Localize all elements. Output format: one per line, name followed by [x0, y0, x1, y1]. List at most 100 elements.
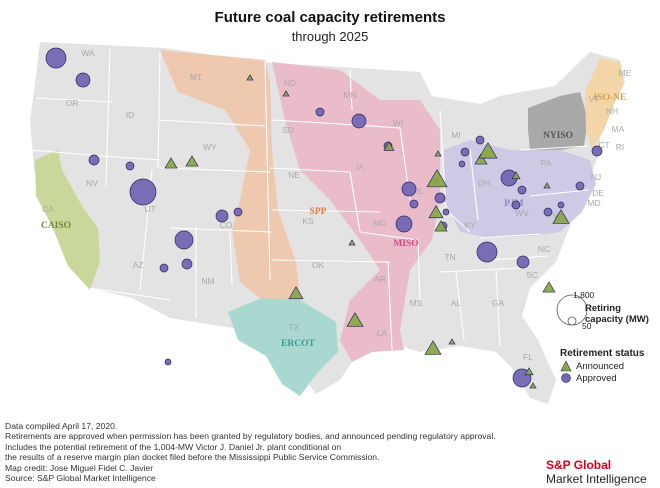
- size-legend-min-circle: [567, 316, 577, 326]
- state-label-ri: RI: [616, 142, 625, 152]
- size-legend: [556, 294, 588, 326]
- approved-retirement-marker: [434, 192, 446, 204]
- announced-retirement-marker: [474, 153, 488, 165]
- state-label-ne: NE: [288, 170, 300, 180]
- approved-retirement-marker: [442, 208, 450, 216]
- announced-retirement-marker: [164, 157, 178, 169]
- legend-approved: Approved: [560, 372, 617, 384]
- note-line: the results of a reserve margin plan doc…: [5, 452, 380, 463]
- state-label-id: ID: [126, 110, 135, 120]
- approved-circle-icon: [561, 373, 571, 383]
- rto-label-caiso: CAISO: [41, 221, 71, 231]
- spp-region: [160, 50, 300, 300]
- rto-label-miso: MISO: [393, 239, 418, 249]
- state-label-nm: NM: [201, 276, 214, 286]
- approved-retirement-marker: [125, 161, 135, 171]
- approved-retirement-marker: [75, 72, 91, 88]
- rto-label-ercot: ERCOT: [281, 339, 315, 349]
- state-label-ky: KY: [464, 220, 476, 230]
- state-label-ks: KS: [302, 216, 314, 226]
- status-legend-title: Retirement status: [560, 348, 645, 359]
- announced-retirement-marker: [524, 367, 534, 376]
- approved-retirement-marker: [88, 154, 100, 166]
- announced-retirement-marker: [543, 182, 551, 189]
- approved-retirement-marker: [476, 241, 498, 263]
- state-label-co: CO: [220, 220, 233, 230]
- approved-retirement-marker: [401, 181, 417, 197]
- announced-retirement-marker: [424, 340, 442, 355]
- approved-retirement-marker: [181, 258, 193, 270]
- state-label-az: AZ: [133, 260, 144, 270]
- announced-retirement-marker: [282, 90, 290, 97]
- state-borders: [29, 47, 589, 351]
- nyiso-region: [528, 92, 588, 150]
- sp-global-logo: S&P Global Market Intelligence: [546, 458, 647, 486]
- note-line: Map credit: Jose Miguel Fidel C. Javier: [5, 462, 154, 473]
- state-label-fl: FL: [523, 352, 533, 362]
- approved-retirement-marker: [351, 113, 367, 129]
- approved-retirement-marker: [45, 47, 67, 69]
- rto-label-nyiso: NYISO: [543, 131, 573, 141]
- approved-retirement-marker: [591, 145, 603, 157]
- state-label-tx: TX: [289, 322, 300, 332]
- map-title: Future coal capacity retirements: [214, 9, 446, 26]
- approved-retirement-marker: [233, 207, 243, 217]
- announced-retirement-marker: [434, 220, 448, 232]
- state-label-or: OR: [66, 98, 79, 108]
- note-line: Retirements are approved when permission…: [5, 431, 496, 442]
- approved-retirement-marker: [511, 200, 521, 210]
- approved-retirement-marker: [129, 178, 157, 206]
- rto-label-spp: SPP: [310, 207, 327, 217]
- state-label-sc: SC: [526, 270, 538, 280]
- state-label-ar: AR: [374, 274, 386, 284]
- map-subtitle: through 2025: [291, 29, 369, 44]
- announced-retirement-marker: [529, 382, 537, 389]
- state-label-ma: MA: [612, 124, 625, 134]
- approved-retirement-marker: [460, 147, 470, 157]
- state-label-wi: WI: [393, 118, 403, 128]
- size-legend-title: Retiring capacity (MW): [585, 303, 649, 325]
- announced-retirement-marker: [434, 150, 442, 157]
- approved-retirement-marker: [215, 209, 229, 223]
- size-legend-min-label: 50: [582, 321, 592, 331]
- state-label-mn: MN: [343, 90, 356, 100]
- state-label-me: ME: [619, 68, 632, 78]
- announced-retirement-marker: [185, 155, 199, 167]
- state-label-il: IL: [416, 186, 423, 196]
- state-label-ms: MS: [410, 298, 423, 308]
- approved-retirement-marker: [543, 207, 553, 217]
- state-label-wa: WA: [81, 48, 95, 58]
- announced-retirement-marker: [246, 74, 254, 81]
- announced-retirement-marker: [478, 142, 498, 159]
- state-label-ga: GA: [492, 298, 505, 308]
- approved-retirement-marker: [315, 107, 325, 117]
- state-label-nd: ND: [284, 78, 296, 88]
- legend-announced: Announced: [560, 360, 624, 372]
- us-map: WA OR CA NV ID MT WY UT CO AZ NM ND SD NE KS OK TX MN IA MO…: [29, 42, 632, 404]
- retirement-markers: [45, 47, 603, 389]
- announced-retirement-marker: [428, 205, 444, 219]
- state-label-wv: WV: [515, 208, 529, 218]
- ercot-region: [228, 298, 338, 396]
- state-label-ok: OK: [312, 260, 325, 270]
- state-label-wy: WY: [203, 142, 217, 152]
- caiso-region: [35, 150, 100, 290]
- state-label-nv: NV: [86, 178, 98, 188]
- approved-retirement-marker: [159, 263, 169, 273]
- announced-retirement-marker: [552, 209, 570, 224]
- approved-retirement-marker: [164, 358, 172, 366]
- state-label-pa: PA: [541, 158, 552, 168]
- state-label-nj: NJ: [591, 172, 601, 182]
- approved-retirement-marker: [458, 160, 466, 168]
- approved-retirement-marker: [557, 201, 565, 209]
- announced-retirement-marker: [348, 239, 356, 246]
- note-line: Source: S&P Global Market Intelligence: [5, 473, 156, 484]
- state-label-nc: NC: [538, 244, 550, 254]
- approved-retirement-marker: [475, 135, 485, 145]
- announced-retirement-marker: [288, 286, 304, 300]
- state-label-ia: IA: [356, 162, 364, 172]
- state-label-vt: VT: [589, 94, 600, 104]
- footnotes: Data compiled April 17, 2020. Retirement…: [5, 421, 645, 483]
- approved-retirement-marker: [516, 255, 530, 269]
- approved-retirement-marker: [409, 199, 419, 209]
